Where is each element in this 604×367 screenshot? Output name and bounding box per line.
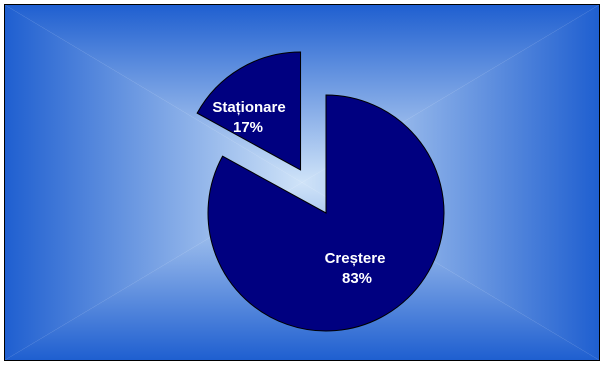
pie-slice-2 [196, 51, 302, 171]
background-left [5, 5, 302, 360]
slice-label-crestere: Creștere [325, 250, 386, 267]
chart-area: Creștere 83% Staționare 17% [4, 4, 600, 361]
slice-label-group-2: Staționare 17% [212, 99, 285, 136]
slice-percent-stationare: 17% [233, 119, 263, 136]
background-right [302, 5, 599, 360]
slice-percent-crestere: 83% [342, 270, 372, 287]
pie-chart: Creștere 83% Staționare 17% [5, 5, 599, 360]
slice-label-group-1: Creștere 83% [325, 250, 386, 287]
background-top [5, 5, 599, 183]
slice-label-stationare: Staționare [212, 99, 285, 116]
pie-slice-1 [207, 94, 445, 332]
pie-slices [196, 51, 445, 332]
